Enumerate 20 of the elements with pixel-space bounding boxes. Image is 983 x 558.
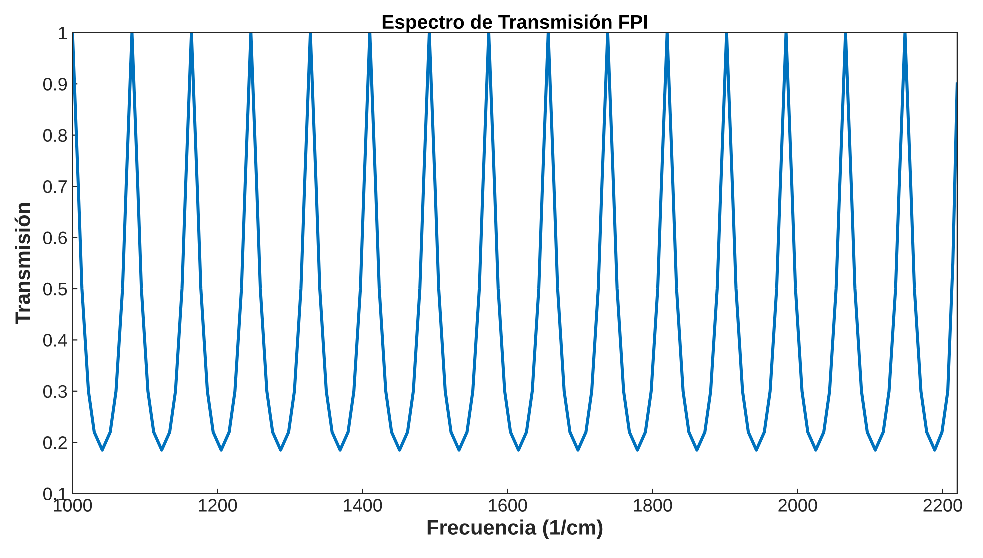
x-tick-label: 1800 (634, 499, 672, 512)
x-tick-label: 1600 (489, 499, 528, 512)
y-tick-label: 0.8 (43, 129, 68, 142)
x-tick-label: 2000 (778, 499, 818, 512)
y-tick-label: 0.9 (43, 78, 68, 91)
y-tick-label: 0.3 (43, 385, 68, 398)
y-tick-label: 0.4 (43, 334, 68, 347)
y-tick-label: 1 (59, 27, 67, 40)
y-tick-label: 0.7 (43, 180, 67, 194)
y-tick-label: 0.5 (43, 282, 68, 296)
x-tick-label: 1000 (54, 499, 92, 512)
x-tick-label: 1400 (344, 499, 382, 512)
y-tick-label: 0.6 (43, 232, 68, 244)
y-axis-title: Transmisión (14, 203, 30, 324)
x-axis-title: Frecuencia (1/cm) (428, 520, 603, 540)
x-tick-label: 2200 (924, 499, 962, 512)
chart-title: Espectro de Transmisión FPI (382, 14, 648, 33)
y-tick-label: 0.1 (43, 488, 67, 501)
x-tick-label: 1200 (199, 499, 238, 512)
y-tick-label: 0.2 (43, 436, 67, 450)
